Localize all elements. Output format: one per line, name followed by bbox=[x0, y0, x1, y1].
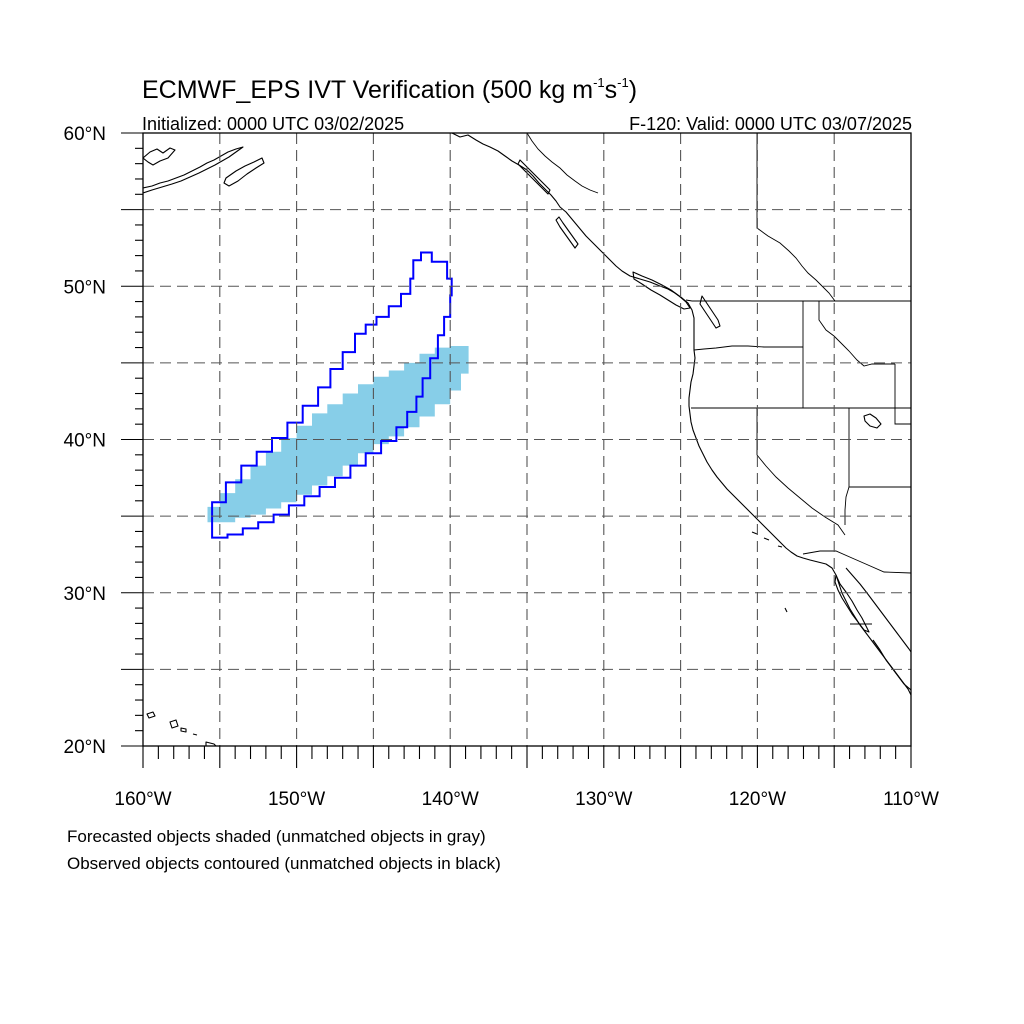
gulf-of-california-east bbox=[845, 567, 911, 653]
alaska-peninsula-coastline bbox=[143, 146, 244, 194]
lon-label: 150°W bbox=[268, 789, 325, 810]
title-close: ) bbox=[629, 76, 637, 104]
lat-label: 30°N bbox=[64, 584, 106, 605]
longitude-labels: 160°W 150°W 140°W 130°W 120°W 110°W bbox=[114, 789, 939, 810]
idaho-montana-border bbox=[818, 301, 895, 367]
gridlines bbox=[143, 133, 911, 746]
footer-observed-note: Observed objects contoured (unmatched ob… bbox=[67, 854, 501, 873]
mainland-mexico-coast bbox=[872, 639, 911, 691]
title-superscript-1: -1 bbox=[593, 75, 605, 90]
title-superscript-2: -1 bbox=[617, 75, 629, 90]
observed-object-layer bbox=[211, 251, 453, 539]
haida-gwaii bbox=[555, 216, 579, 249]
political-borders bbox=[526, 133, 911, 625]
observed-ivt-contour bbox=[211, 251, 453, 539]
coastline-layer bbox=[143, 133, 911, 746]
figure-title: ECMWF_EPS IVT Verification (500 kg m-1s-… bbox=[142, 75, 637, 104]
latitude-labels: 60°N 50°N 40°N 30°N 20°N bbox=[64, 124, 106, 758]
puget-sound bbox=[699, 295, 721, 329]
kodiak-island bbox=[223, 157, 265, 187]
washington-oregon-border bbox=[693, 345, 803, 351]
canada-us-border-alaska bbox=[526, 133, 599, 194]
idaho-east-border bbox=[894, 364, 911, 425]
map-body bbox=[143, 133, 911, 746]
lon-label: 160°W bbox=[114, 789, 171, 810]
lat-label: 50°N bbox=[64, 277, 106, 298]
alexander-archipelago bbox=[517, 159, 551, 195]
lon-label: 140°W bbox=[422, 789, 479, 810]
title-text: ECMWF_EPS IVT Verification (500 kg m bbox=[142, 76, 593, 104]
gulf-of-alaska-coastline bbox=[451, 133, 911, 696]
baja-california bbox=[834, 574, 870, 633]
bc-alberta-border bbox=[756, 133, 836, 302]
channel-islands bbox=[751, 531, 788, 613]
lat-label: 20°N bbox=[64, 737, 106, 758]
footer-forecast-note: Forecasted objects shaded (unmatched obj… bbox=[67, 827, 486, 846]
forecast-ivt-object bbox=[207, 346, 469, 523]
map-frame bbox=[142, 132, 912, 747]
nevada-arizona-border bbox=[844, 486, 850, 525]
alaska-coastline bbox=[143, 147, 176, 166]
us-mexico-border bbox=[802, 550, 911, 574]
lon-label: 110°W bbox=[883, 789, 939, 810]
title-text-s: s bbox=[605, 76, 618, 104]
canada-us-border-49n-west bbox=[685, 299, 693, 302]
lat-label: 40°N bbox=[64, 431, 106, 452]
valid-time-label: F-120: Valid: 0000 UTC 03/07/2025 bbox=[629, 114, 912, 134]
tick-marks bbox=[121, 132, 912, 768]
lat-label: 60°N bbox=[64, 124, 106, 145]
init-time-label: Initialized: 0000 UTC 03/02/2025 bbox=[142, 114, 404, 134]
california-nevada-border bbox=[756, 408, 846, 536]
hawaii-islands bbox=[146, 711, 217, 746]
lon-label: 120°W bbox=[729, 789, 786, 810]
great-salt-lake bbox=[863, 413, 882, 429]
vancouver-island bbox=[632, 271, 691, 310]
forecast-object-layer bbox=[207, 346, 469, 523]
lon-label: 130°W bbox=[575, 789, 632, 810]
nevada-utah-border bbox=[848, 408, 911, 488]
